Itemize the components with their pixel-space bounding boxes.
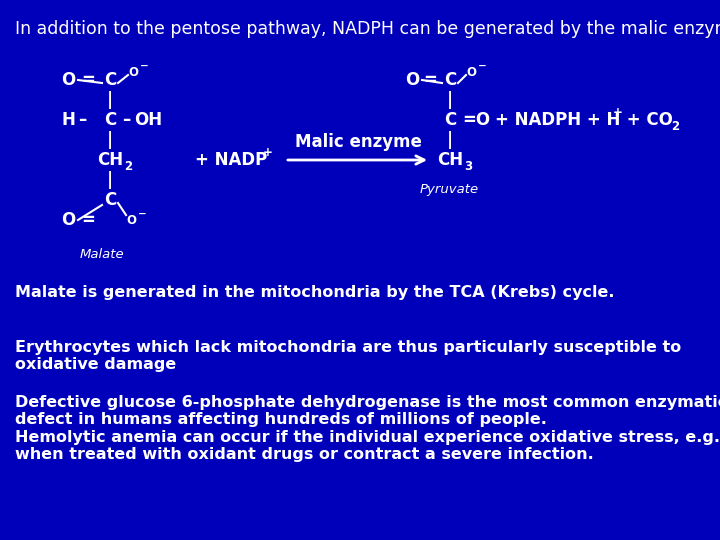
- Text: + CO: + CO: [621, 111, 673, 129]
- Text: O: O: [126, 213, 136, 226]
- Text: C: C: [104, 191, 116, 209]
- Text: Malate is generated in the mitochondria by the TCA (Krebs) cycle.: Malate is generated in the mitochondria …: [15, 285, 614, 300]
- Text: Malate: Malate: [80, 248, 125, 261]
- Text: |: |: [447, 131, 453, 149]
- Text: −: −: [478, 61, 487, 71]
- Text: O: O: [466, 65, 476, 78]
- Text: =: =: [423, 71, 437, 89]
- Text: Defective glucose 6-phosphate dehydrogenase is the most common enzymatic
defect : Defective glucose 6-phosphate dehydrogen…: [15, 395, 720, 462]
- Text: Malic enzyme: Malic enzyme: [294, 133, 421, 151]
- Text: =: =: [81, 71, 95, 89]
- Text: In addition to the pentose pathway, NADPH can be generated by the malic enzyme: In addition to the pentose pathway, NADP…: [15, 20, 720, 38]
- Text: 2: 2: [671, 119, 679, 132]
- Text: –: –: [122, 111, 130, 129]
- Text: + NADP: + NADP: [195, 151, 267, 169]
- Text: |: |: [447, 91, 453, 109]
- Text: O: O: [61, 211, 75, 229]
- Text: −: −: [140, 61, 149, 71]
- Text: |: |: [107, 171, 113, 189]
- Text: –: –: [78, 111, 86, 129]
- Text: 3: 3: [464, 159, 472, 172]
- Text: |: |: [107, 91, 113, 109]
- Text: OH: OH: [134, 111, 162, 129]
- Text: =O: =O: [462, 111, 490, 129]
- Text: −: −: [138, 209, 147, 219]
- Text: H: H: [61, 111, 75, 129]
- Text: |: |: [107, 131, 113, 149]
- Text: C: C: [104, 111, 116, 129]
- Text: O: O: [61, 71, 75, 89]
- Text: Pyruvate: Pyruvate: [420, 184, 479, 197]
- Text: +: +: [613, 105, 623, 118]
- Text: C: C: [444, 71, 456, 89]
- Text: O: O: [128, 65, 138, 78]
- Text: C: C: [104, 71, 116, 89]
- Text: O: O: [405, 71, 419, 89]
- Text: 2: 2: [124, 159, 132, 172]
- Text: C: C: [444, 111, 456, 129]
- Text: Erythrocytes which lack mitochondria are thus particularly susceptible to
oxidat: Erythrocytes which lack mitochondria are…: [15, 340, 681, 373]
- Text: +: +: [263, 145, 273, 159]
- Text: =: =: [81, 211, 95, 229]
- Text: + NADPH + H: + NADPH + H: [495, 111, 621, 129]
- Text: CH: CH: [97, 151, 123, 169]
- Text: CH: CH: [437, 151, 463, 169]
